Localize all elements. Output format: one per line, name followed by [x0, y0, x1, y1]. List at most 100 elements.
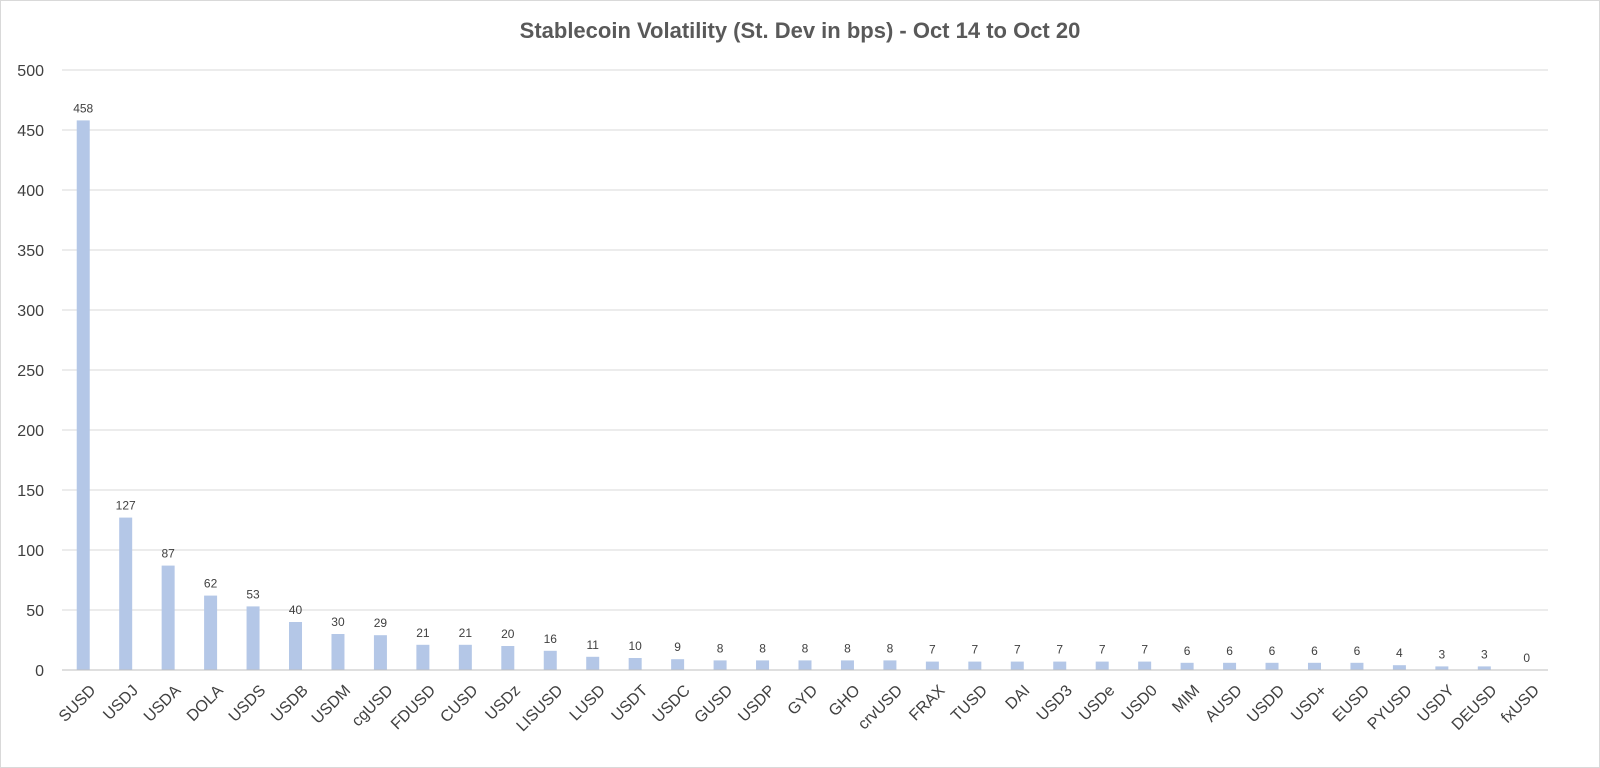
bar [246, 606, 260, 670]
bar [1223, 662, 1237, 670]
data-label: 30 [331, 615, 345, 629]
data-label: 8 [717, 641, 724, 655]
bar [416, 644, 430, 670]
bar [925, 661, 939, 670]
y-tick-label: 100 [17, 543, 44, 560]
bar [586, 656, 600, 670]
data-label: 3 [1481, 647, 1488, 661]
x-tick-label: USDD [1244, 682, 1288, 726]
x-tick-label: MIM [1169, 682, 1203, 716]
data-label: 53 [246, 587, 260, 601]
chart-title: Stablecoin Volatility (St. Dev in bps) -… [520, 18, 1081, 43]
y-tick-label: 350 [17, 243, 44, 260]
x-tick-label: USDA [141, 682, 185, 726]
bar [501, 646, 515, 670]
x-tick-label: TUSD [948, 682, 991, 725]
bar [883, 660, 897, 670]
bar [1010, 661, 1024, 670]
data-label: 9 [674, 640, 681, 654]
bar [1477, 666, 1491, 670]
x-tick-label: GHO [826, 682, 864, 720]
data-label: 8 [759, 641, 766, 655]
bar [76, 120, 90, 670]
data-label: 7 [929, 643, 936, 657]
y-axis-ticks: 0 50 100 150 200 250 300 350 400 450 500 [17, 63, 44, 680]
y-tick-label: 50 [26, 603, 44, 620]
x-tick-label: AUSD [1202, 682, 1245, 725]
bar [1435, 666, 1449, 670]
data-label: 127 [116, 499, 136, 513]
x-tick-label: PYUSD [1365, 682, 1416, 733]
x-tick-label: USD+ [1288, 682, 1331, 725]
bar [119, 517, 133, 670]
bar [331, 634, 345, 670]
x-tick-label: DEUSD [1449, 682, 1501, 734]
data-label: 29 [374, 616, 388, 630]
bar [756, 660, 770, 670]
y-tick-label: 250 [17, 363, 44, 380]
x-tick-label: USDM [309, 682, 354, 727]
x-tick-label: GYD [785, 682, 822, 719]
x-tick-label: DOLA [184, 682, 227, 725]
x-tick-label: fxUSD [1498, 682, 1543, 727]
bar [1138, 661, 1152, 670]
bar [1307, 662, 1321, 670]
x-tick-label: USD0 [1119, 682, 1161, 724]
bar [1180, 662, 1194, 670]
x-tick-label: LISUSD [514, 682, 567, 735]
data-label: 8 [887, 641, 894, 655]
x-tick-label: USD3 [1034, 682, 1076, 724]
bar [543, 650, 557, 670]
bar [840, 660, 854, 670]
bar [458, 644, 472, 670]
data-label: 7 [1099, 643, 1106, 657]
data-label: 21 [459, 626, 473, 640]
data-label: 6 [1226, 644, 1233, 658]
bar [161, 565, 175, 670]
y-tick-label: 500 [17, 63, 44, 80]
x-tick-label: USDB [268, 682, 311, 725]
bar [1095, 661, 1109, 670]
y-tick-label: 150 [17, 483, 44, 500]
data-label: 4 [1396, 646, 1403, 660]
x-tick-label: USDe [1076, 682, 1118, 724]
x-tick-label: USDC [650, 682, 694, 726]
y-tick-label: 200 [17, 423, 44, 440]
y-tick-label: 450 [17, 123, 44, 140]
data-label: 62 [204, 577, 218, 591]
x-tick-label: USDJ [100, 682, 142, 724]
x-tick-label: LUSD [567, 682, 609, 724]
bar [1053, 661, 1067, 670]
bar [373, 635, 387, 670]
bar [1350, 662, 1364, 670]
data-label: 458 [73, 101, 93, 115]
bars [76, 120, 1491, 670]
bar [1392, 665, 1406, 670]
data-label: 6 [1311, 644, 1318, 658]
data-label: 7 [1014, 643, 1021, 657]
x-tick-label: GUSD [692, 682, 737, 727]
x-axis-ticks: SUSD USDJ USDA DOLA USDS USDBUSDMcgUSDFDUSDCU… [56, 682, 1543, 735]
data-label: 8 [802, 641, 809, 655]
bar [713, 660, 727, 670]
x-tick-label: USDS [226, 682, 269, 725]
data-label: 7 [1056, 643, 1063, 657]
data-label: 6 [1269, 644, 1276, 658]
data-label: 7 [971, 643, 978, 657]
x-tick-label: DAI [1003, 682, 1034, 713]
x-tick-label: USDT [609, 682, 652, 725]
data-label: 6 [1354, 644, 1361, 658]
bar [289, 622, 303, 670]
x-tick-label: CUSD [437, 682, 481, 726]
y-tick-label: 400 [17, 183, 44, 200]
data-label: 87 [161, 547, 175, 561]
data-label: 16 [544, 632, 558, 646]
data-label: 6 [1184, 644, 1191, 658]
bar [798, 660, 812, 670]
bar [1265, 662, 1279, 670]
bar [204, 595, 218, 670]
bar [671, 659, 685, 670]
y-tick-label: 0 [35, 663, 44, 680]
